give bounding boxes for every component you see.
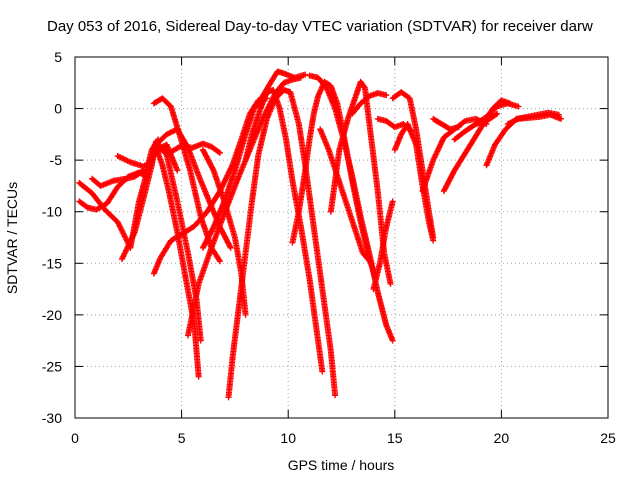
data-point bbox=[197, 337, 204, 344]
x-tick-label: 25 bbox=[600, 430, 616, 446]
y-tick-label: 0 bbox=[54, 101, 62, 117]
data-point bbox=[367, 259, 374, 266]
chart-title: Day 053 of 2016, Sidereal Day-to-day VTE… bbox=[47, 18, 593, 35]
data-point bbox=[389, 337, 396, 344]
series-track-10 bbox=[157, 140, 223, 156]
grid-lines bbox=[75, 57, 608, 418]
series-track-11 bbox=[184, 74, 304, 339]
series-track-14 bbox=[225, 87, 339, 401]
x-tick-label: 15 bbox=[387, 430, 403, 446]
series-track-12 bbox=[199, 68, 309, 251]
series-track-29 bbox=[472, 100, 522, 128]
series-track-26 bbox=[430, 115, 462, 133]
data-point bbox=[387, 280, 394, 287]
y-tick-label: -5 bbox=[50, 152, 63, 168]
data-point bbox=[332, 392, 339, 399]
data-marks bbox=[76, 68, 565, 401]
data-point bbox=[195, 373, 202, 380]
y-tick-label: 5 bbox=[54, 49, 62, 65]
y-tick-label: -15 bbox=[42, 255, 62, 271]
series-track-20 bbox=[349, 90, 390, 117]
series-track-24 bbox=[391, 121, 437, 244]
y-tick-label: -30 bbox=[42, 410, 62, 426]
plot-frame bbox=[74, 56, 609, 419]
data-point bbox=[383, 92, 390, 99]
series-track-21 bbox=[370, 198, 396, 293]
axis-ticks: 0 5 10 15 20 25 -30 -25 -20 -15 -10 -5 0 5 bbox=[42, 49, 616, 446]
x-tick-label: 20 bbox=[494, 430, 510, 446]
data-point bbox=[558, 115, 565, 122]
series-track-27 bbox=[440, 97, 513, 195]
data-point bbox=[389, 198, 396, 205]
y-tick-label: -25 bbox=[42, 358, 62, 374]
data-point bbox=[430, 237, 437, 244]
data-point bbox=[455, 124, 462, 131]
data-point bbox=[515, 103, 522, 110]
series-track-3 bbox=[89, 167, 147, 189]
data-point bbox=[368, 260, 375, 267]
y-tick-label: -20 bbox=[42, 307, 62, 323]
data-point bbox=[319, 368, 326, 375]
data-point bbox=[494, 110, 501, 117]
x-axis-label: GPS time / hours bbox=[288, 457, 395, 473]
data-point bbox=[174, 167, 181, 174]
data-point bbox=[216, 258, 223, 265]
data-point bbox=[242, 311, 249, 318]
data-point bbox=[216, 256, 223, 263]
data-point bbox=[361, 83, 368, 90]
y-axis-label: SDTVAR / TECUs bbox=[4, 182, 20, 294]
data-point bbox=[227, 244, 234, 251]
data-point bbox=[216, 149, 223, 156]
y-tick-label: -10 bbox=[42, 204, 62, 220]
data-point bbox=[302, 71, 309, 78]
data-point bbox=[215, 149, 222, 156]
data-point bbox=[492, 111, 499, 118]
series-track-4 bbox=[114, 153, 155, 170]
x-tick-label: 10 bbox=[280, 430, 296, 446]
data-point bbox=[460, 118, 467, 125]
x-tick-label: 0 bbox=[71, 430, 79, 446]
x-tick-label: 5 bbox=[178, 430, 186, 446]
data-point bbox=[139, 168, 146, 175]
series-track-31 bbox=[504, 111, 565, 128]
